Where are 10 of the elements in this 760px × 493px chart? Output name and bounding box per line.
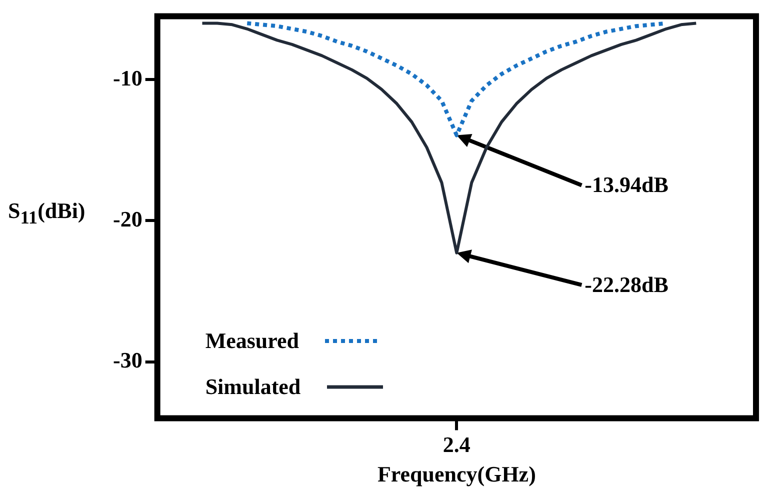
legend-label: Simulated: [205, 374, 301, 400]
x-tick-label: 2.4: [442, 432, 470, 458]
y-tick-label: -20: [113, 206, 142, 232]
x-axis-title: Frequency(GHz): [377, 461, 536, 486]
y-tick-label: -30: [113, 347, 142, 372]
annotation: -22.28dB: [584, 270, 668, 299]
legend-label: Measured: [205, 328, 300, 354]
y-tick-label: -10: [113, 65, 142, 90]
y-axis-title: S$_{11}$(dBi): [8, 198, 86, 228]
annotation: -13.94dB: [584, 171, 668, 200]
